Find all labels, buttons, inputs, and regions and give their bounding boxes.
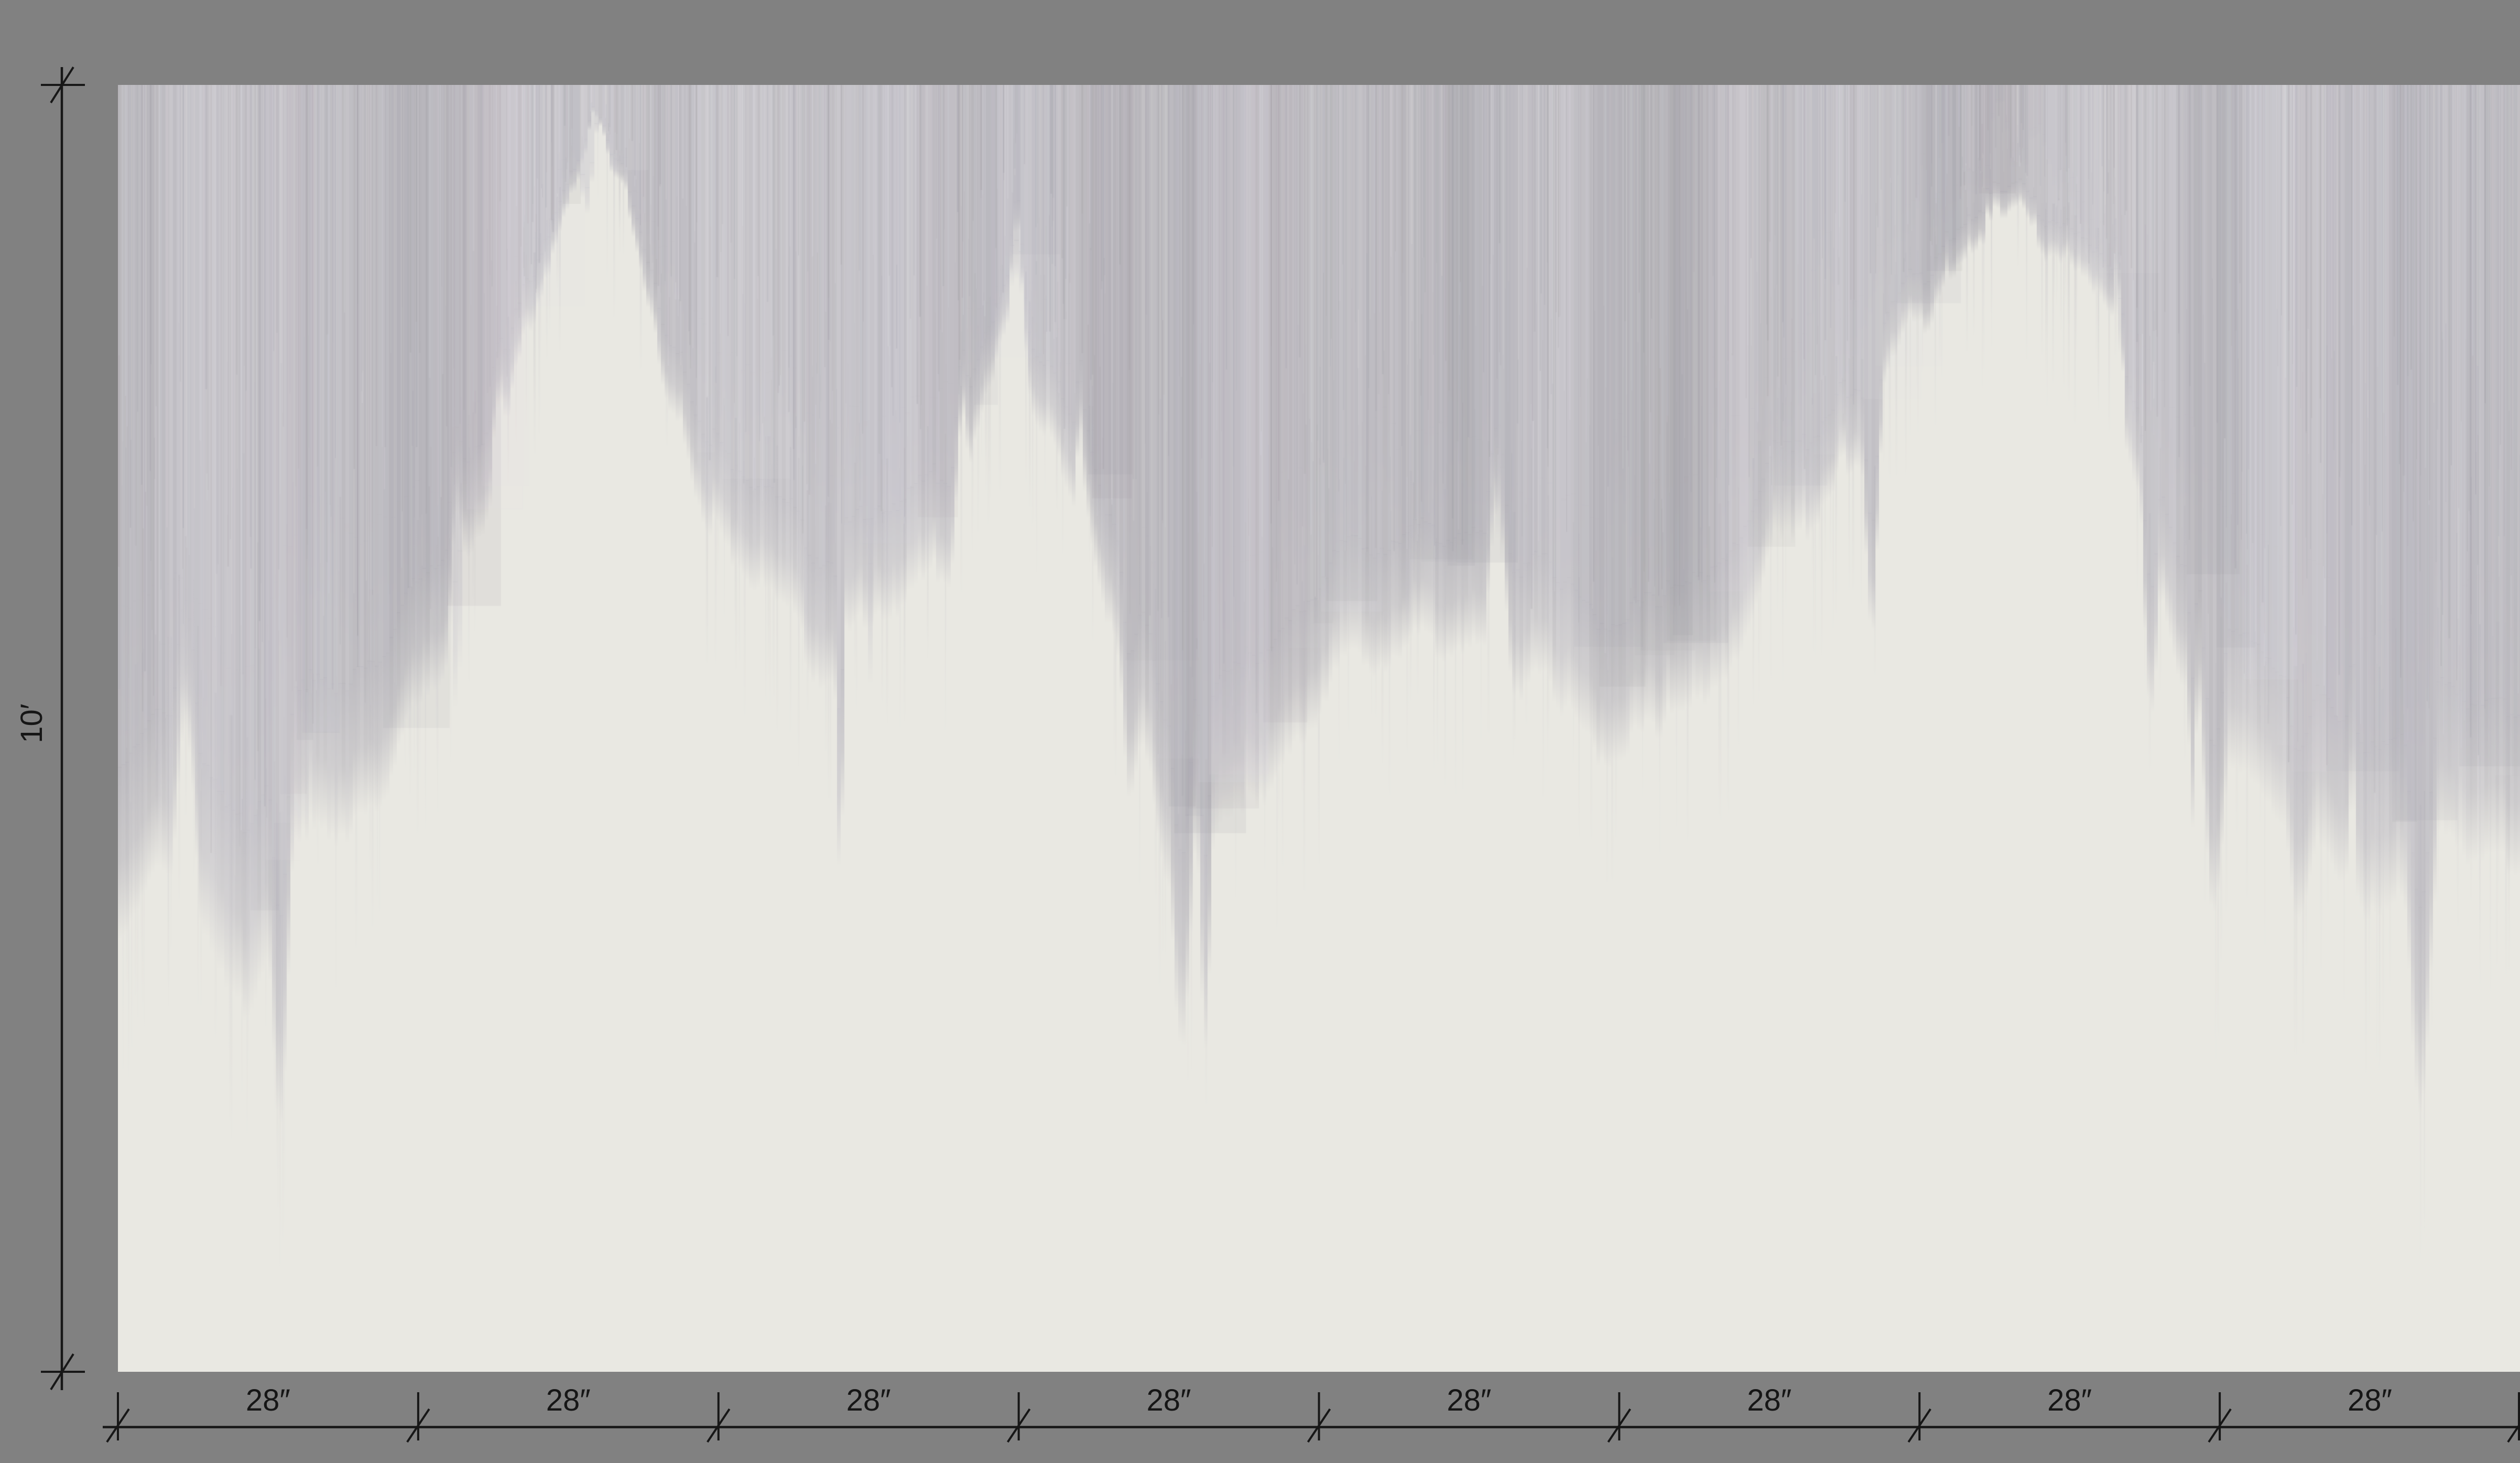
width-dim-tick bbox=[1006, 1408, 1031, 1443]
height-dimension-label: 10′ bbox=[15, 703, 49, 743]
width-dim-tick bbox=[2208, 1408, 2232, 1443]
width-dim-tick bbox=[106, 1408, 130, 1443]
width-dim-tick bbox=[406, 1408, 430, 1443]
mural-artwork bbox=[118, 85, 2520, 1372]
width-dimension-label: 28″ bbox=[546, 1383, 591, 1417]
width-dimension-label: 28″ bbox=[1747, 1383, 1792, 1417]
width-dimension-label: 28″ bbox=[846, 1383, 891, 1417]
mural-panel bbox=[118, 85, 2520, 1372]
width-dim-tick bbox=[1307, 1408, 1331, 1443]
height-dim-top-tick bbox=[50, 66, 74, 104]
height-dim-bottom-tick bbox=[50, 1353, 74, 1391]
width-dimension-label: 28″ bbox=[1146, 1383, 1191, 1417]
width-dimension-label: 28″ bbox=[1447, 1383, 1492, 1417]
width-dim-tick bbox=[707, 1408, 731, 1443]
width-dim-tick bbox=[1607, 1408, 1632, 1443]
width-dimension-label: 28″ bbox=[245, 1383, 290, 1417]
width-dim-tick bbox=[1907, 1408, 1931, 1443]
width-dim-tick bbox=[2507, 1422, 2520, 1443]
width-dimension-label: 28″ bbox=[2348, 1383, 2393, 1417]
width-dimension-label: 28″ bbox=[2047, 1383, 2092, 1417]
